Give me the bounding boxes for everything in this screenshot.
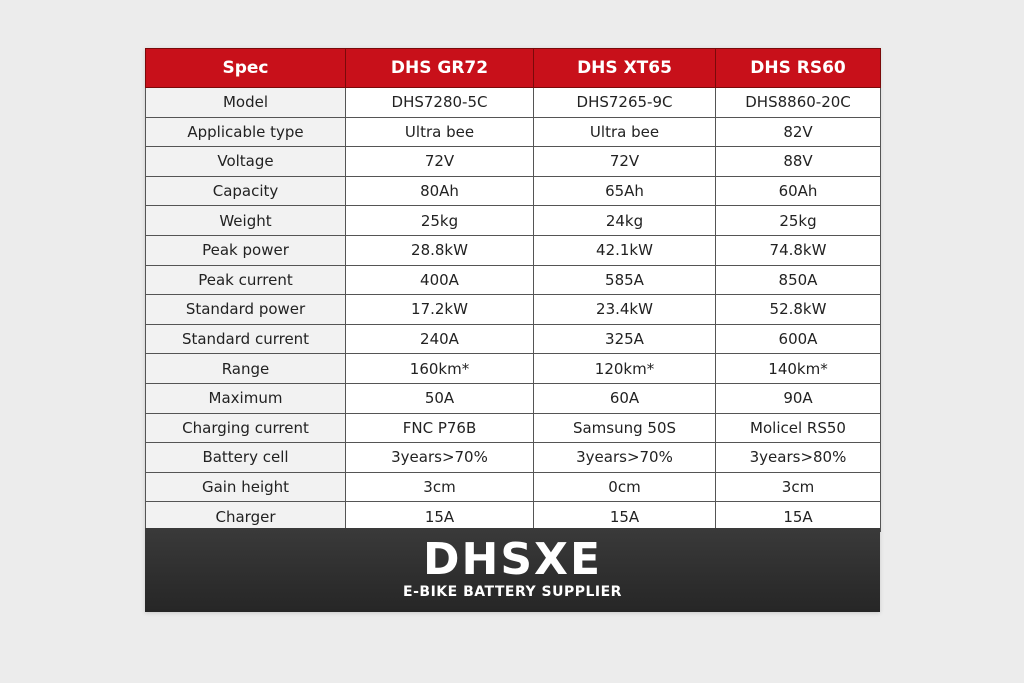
header-row: Spec DHS GR72 DHS XT65 DHS RS60 xyxy=(145,48,881,88)
table-row: Charger 15A 15A 15A xyxy=(145,501,881,532)
cell: 3years>70% xyxy=(533,442,716,473)
row-label: Capacity xyxy=(145,175,346,207)
table-row: Range 160km* 120km* 140km* xyxy=(145,353,881,384)
cell: 585A xyxy=(533,264,716,296)
cell: 50A xyxy=(345,382,534,414)
cell: 3years>80% xyxy=(715,442,881,473)
cell: 72V xyxy=(533,146,716,177)
header-cell: Spec xyxy=(145,48,346,88)
cell: 15A xyxy=(345,501,534,532)
row-label: Weight xyxy=(145,205,346,236)
row-label: Charging current xyxy=(145,412,346,444)
row-label: Peak power xyxy=(145,234,346,266)
spec-card: Spec DHS GR72 DHS XT65 DHS RS60 Model DHS728… xyxy=(145,48,881,612)
cell: 65Ah xyxy=(533,175,716,207)
cell: 325A xyxy=(533,323,716,355)
header-cell: DHS RS60 xyxy=(715,48,881,88)
cell: Ultra bee xyxy=(533,116,716,148)
cell: 160km* xyxy=(345,353,534,384)
cell: 23.4kW xyxy=(533,294,716,325)
row-label: Range xyxy=(145,353,346,384)
cell: 74.8kW xyxy=(715,234,881,266)
cell: 42.1kW xyxy=(533,234,716,266)
table-row: Battery cell 3years>70% 3years>70% 3years>8… xyxy=(145,442,881,473)
cell: DHS7265-9C xyxy=(533,87,716,118)
header-cell: DHS GR72 xyxy=(345,48,534,88)
cell: 80Ah xyxy=(345,175,534,207)
cell: Samsung 50S xyxy=(533,412,716,444)
spec-table: Spec DHS GR72 DHS XT65 DHS RS60 Model DHS728… xyxy=(145,48,881,532)
cell: 52.8kW xyxy=(715,294,881,325)
cell: 600A xyxy=(715,323,881,355)
cell: FNC P76B xyxy=(345,412,534,444)
row-label: Applicable type xyxy=(145,116,346,148)
table-row: Weight 25kg 24kg 25kg xyxy=(145,205,881,236)
row-label: Voltage xyxy=(145,146,346,177)
row-label: Gain height xyxy=(145,471,346,503)
table-row: Charging current FNC P76B Samsung 50S Molic… xyxy=(145,412,881,444)
cell: 82V xyxy=(715,116,881,148)
table-row: Standard power 17.2kW 23.4kW 52.8kW xyxy=(145,294,881,325)
cell: 15A xyxy=(715,501,881,532)
cell: 60Ah xyxy=(715,175,881,207)
brand: DHSXE xyxy=(422,534,603,585)
row-label: Peak current xyxy=(145,264,346,296)
cell: 25kg xyxy=(345,205,534,236)
cell: 240A xyxy=(345,323,534,355)
cell: 72V xyxy=(345,146,534,177)
cell: Molicel RS50 xyxy=(715,412,881,444)
table-body: Model DHS7280-5C DHS7265-9C DHS8860-20C Appl… xyxy=(145,87,881,532)
footer: DHSXE E-BIKE BATTERY SUPPLIER xyxy=(145,528,880,612)
cell: 0cm xyxy=(533,471,716,503)
cell: 25kg xyxy=(715,205,881,236)
table-row: Capacity 80Ah 65Ah 60Ah xyxy=(145,175,881,207)
table-row: Standard current 240A 325A 600A xyxy=(145,323,881,355)
tagline: E-BIKE BATTERY SUPPLIER xyxy=(403,584,622,600)
table-row: Gain height 3cm 0cm 3cm xyxy=(145,471,881,503)
cell: DHS8860-20C xyxy=(715,87,881,118)
row-label: Model xyxy=(145,87,346,118)
cell: 15A xyxy=(533,501,716,532)
cell: 3cm xyxy=(715,471,881,503)
table-row: Applicable type Ultra bee Ultra bee 82V xyxy=(145,116,881,148)
cell: 140km* xyxy=(715,353,881,384)
cell: 400A xyxy=(345,264,534,296)
cell: 60A xyxy=(533,382,716,414)
table-row: Voltage 72V 72V 88V xyxy=(145,146,881,177)
row-label: Charger xyxy=(145,501,346,532)
table-row: Peak current 400A 585A 850A xyxy=(145,264,881,296)
cell: 850A xyxy=(715,264,881,296)
row-label: Maximum xyxy=(145,382,346,414)
cell: 90A xyxy=(715,382,881,414)
row-label: Battery cell xyxy=(145,442,346,473)
cell: 17.2kW xyxy=(345,294,534,325)
table-row: Maximum 50A 60A 90A xyxy=(145,382,881,414)
cell: Ultra bee xyxy=(345,116,534,148)
cell: 3cm xyxy=(345,471,534,503)
cell: 120km* xyxy=(533,353,716,384)
row-label: Standard current xyxy=(145,323,346,355)
cell: 28.8kW xyxy=(345,234,534,266)
table-row: Peak power 28.8kW 42.1kW 74.8kW xyxy=(145,234,881,266)
cell: 3years>70% xyxy=(345,442,534,473)
header-cell: DHS XT65 xyxy=(533,48,716,88)
cell: 24kg xyxy=(533,205,716,236)
cell: 88V xyxy=(715,146,881,177)
row-label: Standard power xyxy=(145,294,346,325)
table-row: Model DHS7280-5C DHS7265-9C DHS8860-20C xyxy=(145,87,881,118)
cell: DHS7280-5C xyxy=(345,87,534,118)
